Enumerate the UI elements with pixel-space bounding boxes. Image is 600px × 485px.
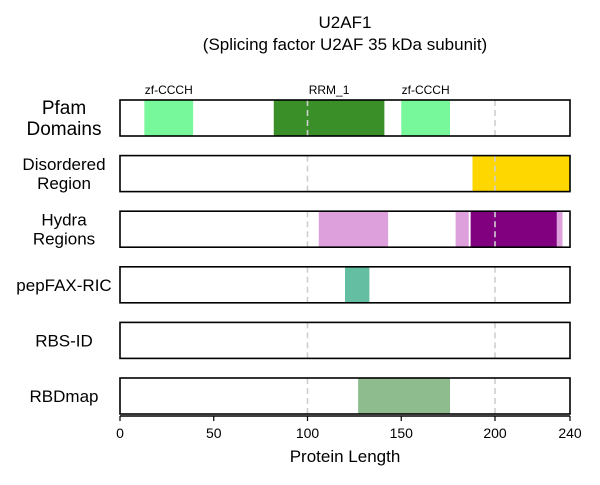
track-3 (119, 265, 571, 304)
track-label: Domains (27, 119, 102, 140)
track-0-segment-1 (273, 100, 385, 136)
track-4-frame (119, 321, 571, 360)
track-1 (119, 154, 571, 193)
track-label: Hydra (41, 211, 87, 230)
segment-label: RRM_1 (309, 83, 350, 97)
track-label: Pfam (42, 98, 86, 119)
track-5 (119, 377, 571, 415)
x-tick-label: 0 (116, 425, 124, 441)
track-5-segment-0 (358, 378, 450, 414)
track-2-segment-2 (470, 211, 557, 248)
track-label: RBS-ID (35, 331, 93, 350)
track-0-frame (119, 99, 571, 137)
track-2-segment-1 (455, 211, 469, 248)
segment-label: zf-CCCH (145, 83, 193, 97)
track-0: zf-CCCH RRM_1 zf-CCCH (119, 83, 571, 137)
track-0-segment-0 (144, 100, 194, 136)
x-tick-label: 50 (206, 425, 222, 441)
track-3-frame (119, 265, 571, 304)
x-tick-label: 200 (483, 425, 507, 441)
chart-title: U2AF1 (319, 13, 372, 32)
track-1-segment-0 (472, 155, 570, 192)
track-4 (119, 321, 571, 360)
track-label: pepFAX-RIC (16, 276, 111, 295)
x-axis-label: Protein Length (290, 447, 401, 466)
track-2 (119, 210, 571, 248)
segment-label: zf-CCCH (402, 83, 450, 97)
x-tick-label: 150 (390, 425, 414, 441)
track-3-segment-0 (345, 266, 370, 303)
track-1-frame (119, 154, 571, 193)
track-2-frame (119, 210, 571, 248)
track-label: Region (37, 174, 91, 193)
track-label: Regions (33, 230, 95, 249)
x-tick-label: 240 (558, 425, 582, 441)
x-axis: 0 50 100 150 200 240 (116, 415, 582, 441)
track-2-segment-3 (556, 211, 563, 248)
x-tick-label: 100 (296, 425, 320, 441)
track-label: Disordered (22, 155, 105, 174)
track-label: RBDmap (30, 387, 99, 406)
track-0-segment-2 (401, 100, 450, 136)
track-2-segment-0 (318, 211, 389, 248)
chart-subtitle: (Splicing factor U2AF 35 kDa subunit) (203, 35, 487, 54)
track-5-frame (119, 377, 571, 415)
